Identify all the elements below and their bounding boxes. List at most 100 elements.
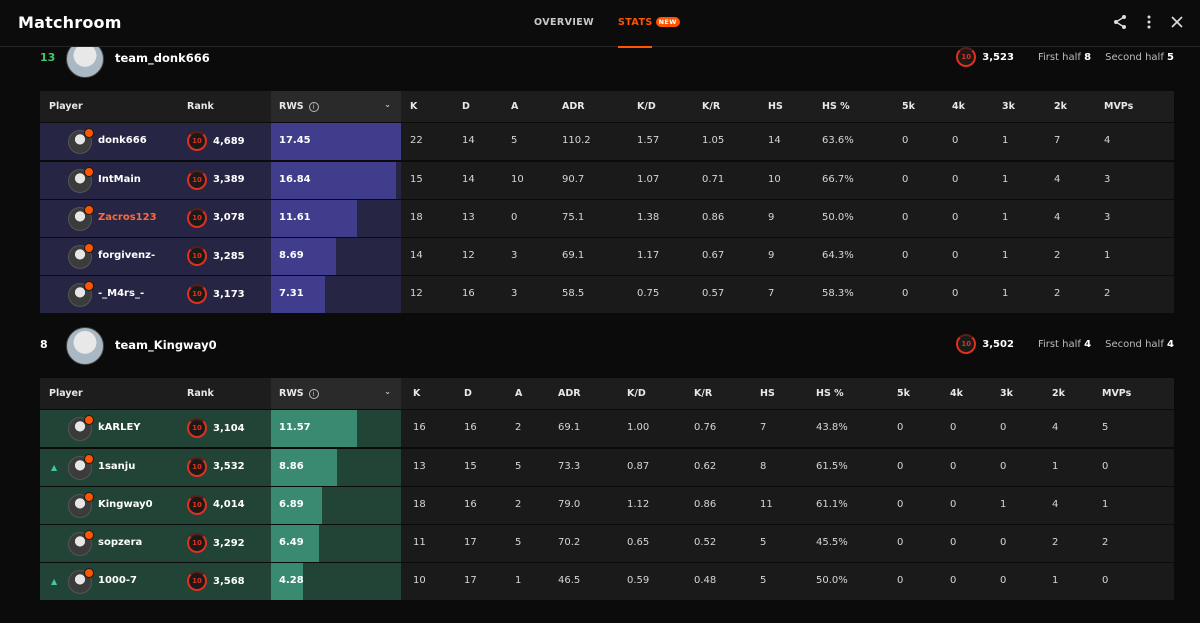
col-rank[interactable]: Rank	[187, 101, 214, 112]
stat-k2: 4	[1052, 422, 1059, 434]
tab-overview[interactable]: OVERVIEW	[534, 17, 595, 28]
col-rank[interactable]: Rank	[187, 388, 214, 399]
close-icon[interactable]	[1170, 15, 1184, 32]
player-name[interactable]: kARLEY	[98, 422, 141, 434]
col-k2[interactable]: 2k	[1052, 388, 1065, 399]
stat-k4: 0	[952, 288, 959, 300]
player-row[interactable]: kARLEY 10 3,104 11.57 16 16 2 69.1 1.00 0.76 7…	[40, 410, 1174, 448]
player-name[interactable]: 1000-7	[98, 575, 137, 587]
player-row[interactable]: donk666 10 4,689 17.45 22 14 5 110.2 1.57 1.0…	[40, 123, 1174, 161]
stat-kr: 0.76	[694, 422, 717, 434]
player-row[interactable]: ▲ 1000-7 10 3,568 4.28 10 17 1 46.5 0.59 0.48…	[40, 563, 1174, 601]
col-adr[interactable]: ADR	[558, 388, 581, 399]
col-k4[interactable]: 4k	[952, 101, 965, 112]
player-name[interactable]: sopzera	[98, 537, 143, 549]
stat-k2: 4	[1054, 211, 1061, 223]
col-kd[interactable]: K/D	[627, 388, 646, 399]
player-name[interactable]: IntMain	[98, 173, 141, 185]
player-name[interactable]: forgivenz-	[98, 250, 156, 262]
col-kd[interactable]: K/D	[637, 101, 656, 112]
col-k5[interactable]: 5k	[902, 101, 915, 112]
player-row[interactable]: -_M4rs_- 10 3,173 7.31 12 16 3 58.5 0.75 0.57…	[40, 276, 1174, 314]
rws-cell: 7.31	[271, 276, 401, 314]
col-a[interactable]: A	[515, 388, 523, 399]
level-badge-icon: 10	[956, 334, 977, 354]
avatar[interactable]	[68, 206, 92, 231]
info-icon[interactable]: i	[308, 102, 319, 112]
player-name[interactable]: donk666	[98, 135, 147, 147]
first-half-label: First half	[1037, 51, 1081, 63]
chevron-down-icon[interactable]: ⌄	[384, 100, 391, 109]
col-d[interactable]: D	[462, 101, 470, 112]
player-row[interactable]: IntMain 10 3,389 16.84 15 14 10 90.7 1.07 0.7…	[40, 161, 1174, 199]
player-name[interactable]: Zacros123	[98, 211, 157, 223]
stat-d: 13	[462, 211, 475, 223]
chevron-down-icon[interactable]: ⌄	[384, 387, 391, 396]
rws-cell: 11.57	[271, 410, 401, 448]
player-row[interactable]: Kingway0 10 4,014 6.89 18 16 2 79.0 1.12 0.86…	[40, 486, 1174, 524]
team-name[interactable]: team_Kingway0	[115, 338, 217, 352]
col-kr[interactable]: K/R	[694, 388, 713, 399]
player-name[interactable]: Kingway0	[98, 498, 153, 510]
rws-value: 16.84	[279, 173, 311, 185]
col-hsp[interactable]: HS %	[816, 388, 844, 399]
tab-stats[interactable]: STATS NEW	[618, 17, 680, 48]
stat-d: 16	[464, 498, 477, 510]
col-k5[interactable]: 5k	[897, 388, 910, 399]
col-kr[interactable]: K/R	[702, 101, 721, 112]
player-name[interactable]: -_M4rs_-	[98, 288, 145, 300]
stat-hs: 7	[760, 422, 767, 434]
col-hs[interactable]: HS	[768, 101, 783, 112]
more-vertical-icon[interactable]	[1146, 14, 1152, 33]
second-half-label: Second half	[1105, 338, 1164, 350]
col-k2[interactable]: 2k	[1054, 101, 1067, 112]
player-row[interactable]: sopzera 10 3,292 6.49 11 17 5 70.2 0.65 0.52 5…	[40, 525, 1174, 563]
stat-d: 15	[464, 460, 477, 472]
team-avatar[interactable]	[66, 327, 104, 365]
stat-adr: 69.1	[562, 250, 585, 262]
col-a[interactable]: A	[511, 101, 519, 112]
col-rws[interactable]: RWS i ⌄	[271, 91, 401, 122]
star-badge-icon	[84, 128, 94, 139]
share-icon[interactable]	[1112, 14, 1128, 33]
stat-k: 10	[413, 575, 426, 587]
stat-hsp: 66.7%	[822, 173, 854, 185]
col-hsp[interactable]: HS %	[822, 101, 850, 112]
stat-d: 16	[464, 422, 477, 434]
col-rws-label: RWS	[279, 388, 304, 399]
player-row[interactable]: forgivenz- 10 3,285 8.69 14 12 3 69.1 1.17 0.…	[40, 238, 1174, 276]
stat-k5: 0	[897, 422, 904, 434]
stat-kr: 0.48	[694, 575, 717, 587]
col-player[interactable]: Player	[49, 101, 83, 112]
col-k4[interactable]: 4k	[950, 388, 963, 399]
col-mvps[interactable]: MVPs	[1102, 388, 1132, 399]
stat-k: 11	[413, 537, 426, 549]
star-badge-icon	[84, 415, 94, 426]
col-hs[interactable]: HS	[760, 388, 775, 399]
col-k3[interactable]: 3k	[1000, 388, 1013, 399]
player-row[interactable]: Zacros123 10 3,078 11.61 18 13 0 75.1 1.38 0.…	[40, 199, 1174, 237]
col-mvps[interactable]: MVPs	[1104, 101, 1134, 112]
avatar[interactable]	[68, 455, 92, 480]
col-rws[interactable]: RWS i ⌄	[271, 378, 401, 409]
avatar[interactable]	[68, 168, 92, 193]
stat-k5: 0	[902, 135, 909, 147]
level-badge-icon: 10	[187, 284, 207, 305]
stat-k5: 0	[902, 288, 909, 300]
col-d[interactable]: D	[464, 388, 472, 399]
team-header: 13 team_donk666 10 3,523 First half 8 Se…	[40, 40, 1174, 78]
info-icon[interactable]: i	[308, 389, 319, 399]
stat-d: 14	[462, 173, 475, 185]
rws-bar	[271, 448, 337, 486]
col-k[interactable]: K	[410, 101, 418, 112]
col-k[interactable]: K	[413, 388, 421, 399]
col-k3[interactable]: 3k	[1002, 101, 1015, 112]
player-name[interactable]: 1sanju	[98, 460, 136, 472]
col-player[interactable]: Player	[49, 388, 83, 399]
stat-hs: 5	[760, 575, 767, 587]
col-adr[interactable]: ADR	[562, 101, 585, 112]
stat-k2: 4	[1054, 173, 1061, 185]
team-name[interactable]: team_donk666	[115, 51, 210, 65]
player-row[interactable]: ▲ 1sanju 10 3,532 8.86 13 15 5 73.3 0.87 0.62…	[40, 448, 1174, 486]
stat-k2: 4	[1052, 498, 1059, 510]
